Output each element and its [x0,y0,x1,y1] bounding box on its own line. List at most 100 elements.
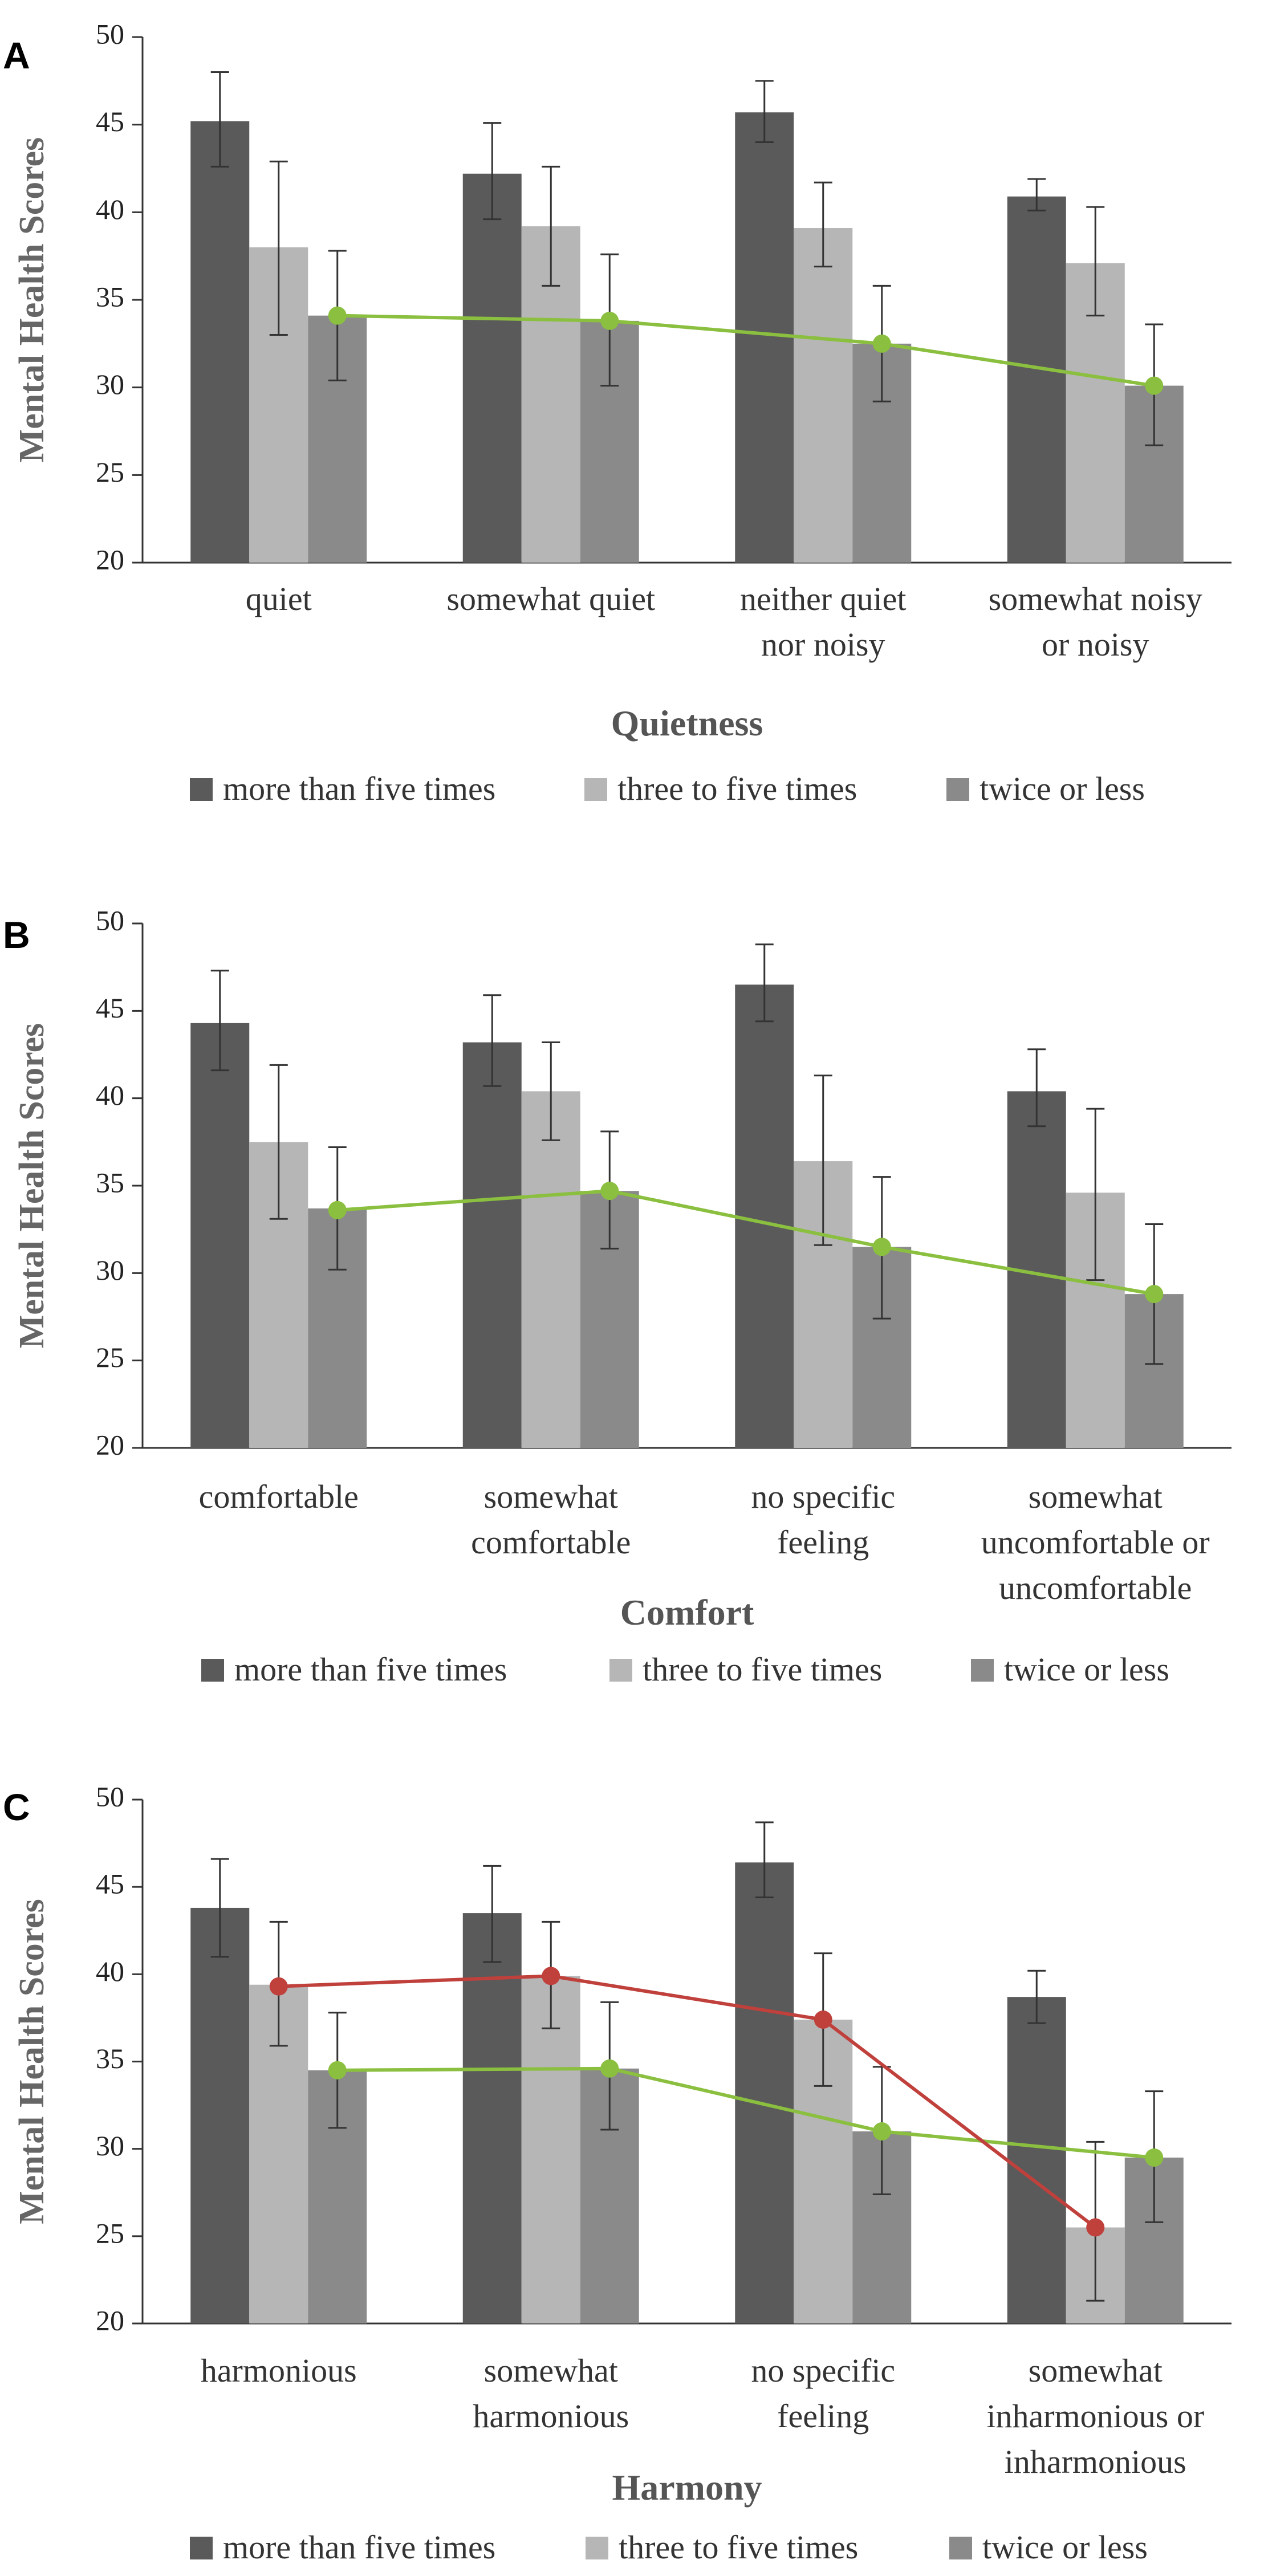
legend-label: three to five times [617,770,857,807]
bar [190,121,250,563]
y-axis-title: Mental Health Scores [13,1899,51,2224]
bar [1007,1997,1066,2323]
trend-line [278,1974,1097,2229]
legend-swatch [946,778,969,801]
trend-point [328,306,347,325]
y-tick-label: 30 [96,1254,124,1286]
trend-point [600,1182,619,1200]
y-tick-label: 40 [96,1955,124,1987]
x-category-label: inharmonious [1005,2443,1186,2480]
y-tick-label: 30 [96,368,124,400]
y-tick-label: 35 [96,280,124,312]
y-axis-title: Mental Health Scores [13,137,51,463]
trend-point [542,1967,560,1985]
trend-point [1086,2218,1105,2237]
y-tick-label: 40 [96,1079,124,1111]
y-tick-label: 30 [96,2130,124,2162]
x-category-label: somewhat quiet [446,580,655,617]
legend-swatch [190,2537,213,2559]
bar [735,112,794,563]
y-tick-label: 25 [96,2217,124,2249]
legend-label: more than five times [223,2529,495,2566]
panel-label: A [3,34,30,76]
panel-label: C [3,1786,30,1828]
x-category-label: neither quiet [740,580,907,617]
y-tick-label: 20 [96,1429,124,1460]
y-tick-label: 45 [96,992,124,1024]
x-category-label: or noisy [1042,626,1149,663]
x-category-label: somewhat [1029,2352,1163,2389]
x-category-label: harmonious [201,2352,357,2389]
trend-point [328,2061,347,2079]
legend-label: three to five times [619,2529,858,2566]
bar [1007,196,1066,563]
y-tick-label: 20 [96,543,124,575]
x-axis-title: Quietness [611,703,763,743]
legend-swatch [201,1659,224,1682]
trend-point [872,334,891,353]
trend-point [872,1238,891,1256]
y-tick-label: 45 [96,105,124,137]
bar [735,984,794,1448]
y-axis-title: Mental Health Scores [13,1023,51,1349]
trend-point [1145,376,1164,395]
bar [521,1976,580,2323]
x-category-label: comfortable [199,1478,359,1515]
legend-label: twice or less [1004,1651,1169,1688]
x-axis-title: Comfort [620,1592,754,1633]
bar [190,1907,250,2323]
trend-line [337,1189,1155,1296]
y-tick-label: 25 [96,1341,124,1373]
trend-point [328,1200,347,1219]
bar [521,1091,580,1448]
chart-panel-a: A 20 25 30 35 40 45 50 Mental Health Scores quiet… [3,18,1232,807]
x-category-label: inharmonious or [986,2398,1204,2435]
y-tick-label: 50 [96,18,124,50]
legend-label: twice or less [980,770,1145,807]
legend-swatch [971,1659,994,1682]
y-tick-label: 40 [96,193,124,225]
legend-label: three to five times [643,1651,882,1688]
legend-swatch [586,2537,608,2559]
trend-point [872,2122,891,2141]
y-tick-label: 20 [96,2304,124,2336]
x-category-label: nor noisy [761,626,885,663]
trend-point [1145,2148,1164,2167]
x-category-label: no specific [751,2352,895,2389]
chart-panel-c: C 20 25 30 35 40 45 50 Mental Health Scores harmo… [3,1780,1232,2566]
x-axis-title: Harmony [612,2467,762,2508]
x-category-label: harmonious [473,2398,629,2435]
panel-label: B [3,914,30,956]
trend-line [337,2066,1155,2159]
y-tick-label: 35 [96,2042,124,2074]
trend-point [1145,1285,1164,1304]
y-tick-label: 35 [96,1166,124,1198]
bar [794,227,853,563]
chart-panel-b: B 20 25 30 35 40 45 50 Mental Health Scores comfo… [3,904,1232,1688]
trend-point [600,2059,619,2078]
legend-label: twice or less [982,2529,1148,2566]
trend-line [337,314,1155,388]
x-category-label: somewhat [484,1478,618,1515]
x-category-label: uncomfortable or [981,1524,1210,1561]
x-category-label: quiet [246,580,312,617]
trend-point [600,311,619,330]
x-category-label: feeling [777,1524,869,1561]
x-category-label: no specific [751,1478,895,1515]
bar [190,1023,250,1448]
bar [735,1862,794,2323]
legend-label: more than five times [234,1651,507,1688]
legend-label: more than five times [223,770,495,807]
bar [462,1913,522,2323]
legend-swatch [949,2537,972,2559]
y-tick-label: 45 [96,1868,124,1900]
y-tick-label: 25 [96,456,124,488]
trend-point [269,1977,288,1996]
legend-swatch [584,778,607,801]
legend-swatch [609,1659,632,1682]
x-category-label: somewhat noisy [989,580,1202,617]
legend-swatch [190,778,213,801]
x-category-label: somewhat [484,2352,618,2389]
